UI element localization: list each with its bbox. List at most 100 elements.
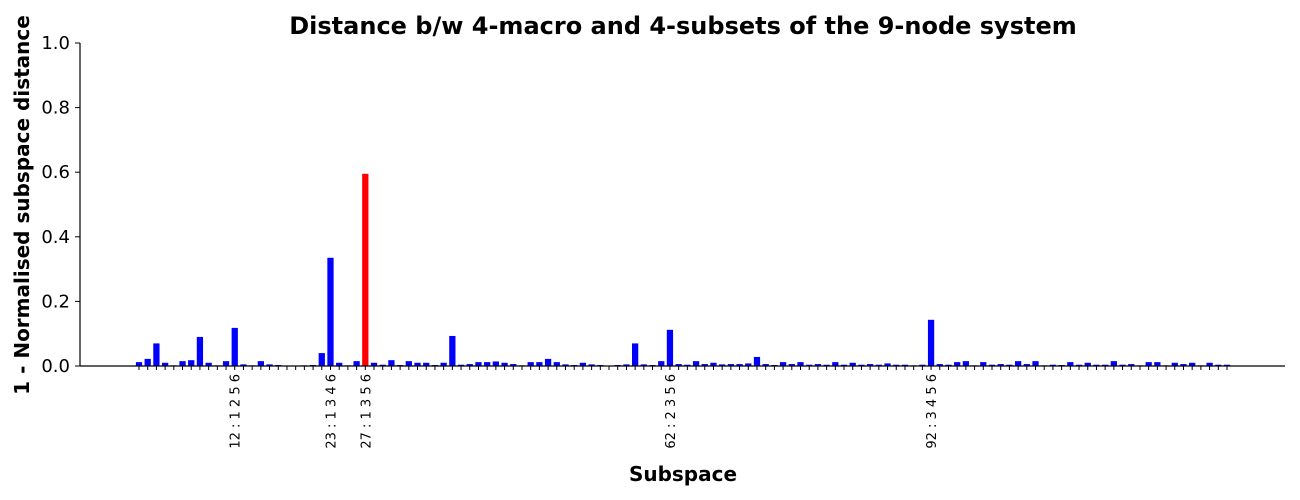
bar xyxy=(1093,364,1100,366)
bar xyxy=(919,364,926,366)
bar xyxy=(466,364,473,366)
bar xyxy=(1119,364,1126,366)
bar xyxy=(640,364,647,366)
bar xyxy=(1032,361,1039,366)
y-axis: 0.0 0.2 0.4 0.6 0.8 1.0 xyxy=(41,33,80,377)
bar xyxy=(205,362,212,366)
y-tick-label: 0.8 xyxy=(41,98,70,119)
bar xyxy=(997,364,1004,366)
bar xyxy=(927,319,935,366)
bar xyxy=(858,364,865,366)
bar xyxy=(849,362,856,366)
bar xyxy=(231,327,238,366)
bar xyxy=(814,364,822,366)
bar xyxy=(527,362,534,366)
bar xyxy=(1084,362,1091,366)
bar xyxy=(405,361,412,366)
bar xyxy=(196,336,204,366)
bar xyxy=(719,364,726,366)
bar xyxy=(1180,364,1187,366)
y-tick-label: 0.0 xyxy=(41,356,70,377)
bar xyxy=(161,362,169,366)
bar xyxy=(379,364,386,366)
bar xyxy=(388,360,395,366)
bar xyxy=(544,358,552,366)
bar xyxy=(475,362,482,366)
bar xyxy=(327,257,334,366)
bar xyxy=(536,362,543,366)
bar xyxy=(501,362,508,366)
x-axis-label: Subspace xyxy=(629,462,737,486)
bar xyxy=(579,362,587,366)
bar xyxy=(701,364,708,366)
bar-highlighted xyxy=(362,173,369,366)
bar xyxy=(1014,361,1022,366)
bar xyxy=(710,362,717,366)
bar xyxy=(370,362,378,366)
bar xyxy=(779,362,787,366)
bar xyxy=(188,360,195,366)
bar xyxy=(414,362,421,366)
bar xyxy=(788,364,795,366)
bar xyxy=(1206,362,1213,366)
bar xyxy=(1154,362,1161,366)
bar xyxy=(684,364,691,366)
bar xyxy=(666,329,674,366)
bar xyxy=(901,364,909,366)
bar xyxy=(658,361,665,366)
bar xyxy=(440,362,447,366)
x-tick-label: 62 : 2 3 5 6 xyxy=(664,374,679,449)
bar xyxy=(936,364,943,366)
x-tick-label: 92 : 3 4 5 6 xyxy=(925,374,940,449)
bar xyxy=(631,343,639,366)
bar xyxy=(884,363,891,366)
y-tick-label: 1.0 xyxy=(41,33,70,54)
bar xyxy=(1128,364,1135,366)
bar xyxy=(135,362,143,366)
bar xyxy=(449,335,456,366)
bar xyxy=(753,356,761,366)
bar xyxy=(1171,362,1178,366)
bar xyxy=(457,364,465,366)
bar xyxy=(1049,364,1057,366)
bar xyxy=(797,362,804,366)
bar xyxy=(954,362,961,366)
x-tick-label: 12 : 1 2 5 6 xyxy=(229,374,244,449)
bar xyxy=(266,364,273,366)
bar xyxy=(762,364,769,366)
bar xyxy=(893,364,900,366)
bar xyxy=(675,364,682,366)
y-tick-label: 0.2 xyxy=(41,291,70,312)
bar xyxy=(1223,364,1231,366)
x-axis: 12 : 1 2 5 6 23 : 1 3 4 6 27 : 1 3 5 6 62 :… xyxy=(138,366,1228,449)
bar xyxy=(179,361,186,366)
bar xyxy=(1102,364,1109,366)
y-axis-label: 1 - Normalised subspace distance xyxy=(10,15,34,395)
bar xyxy=(588,364,595,366)
bar xyxy=(510,364,517,366)
bar xyxy=(153,343,160,366)
bar xyxy=(1145,362,1152,366)
bar xyxy=(623,364,630,366)
x-tick-label: 23 : 1 3 4 6 xyxy=(324,374,339,449)
bar xyxy=(222,361,230,366)
x-tick-label: 27 : 1 3 5 6 xyxy=(359,374,374,449)
bar xyxy=(980,362,987,366)
bar xyxy=(553,362,560,366)
bar xyxy=(875,364,882,366)
bar xyxy=(1067,362,1074,366)
bar xyxy=(336,362,343,366)
bar xyxy=(1215,364,1222,366)
bar xyxy=(1006,364,1013,366)
bar xyxy=(423,362,430,366)
bar xyxy=(492,361,499,366)
bar xyxy=(1189,362,1196,366)
chart-title: Distance b/w 4-macro and 4-subsets of th… xyxy=(289,12,1077,40)
bar xyxy=(1075,364,1083,366)
bar xyxy=(692,361,700,366)
bar xyxy=(867,364,874,366)
bar xyxy=(353,361,360,366)
bar xyxy=(257,361,264,366)
